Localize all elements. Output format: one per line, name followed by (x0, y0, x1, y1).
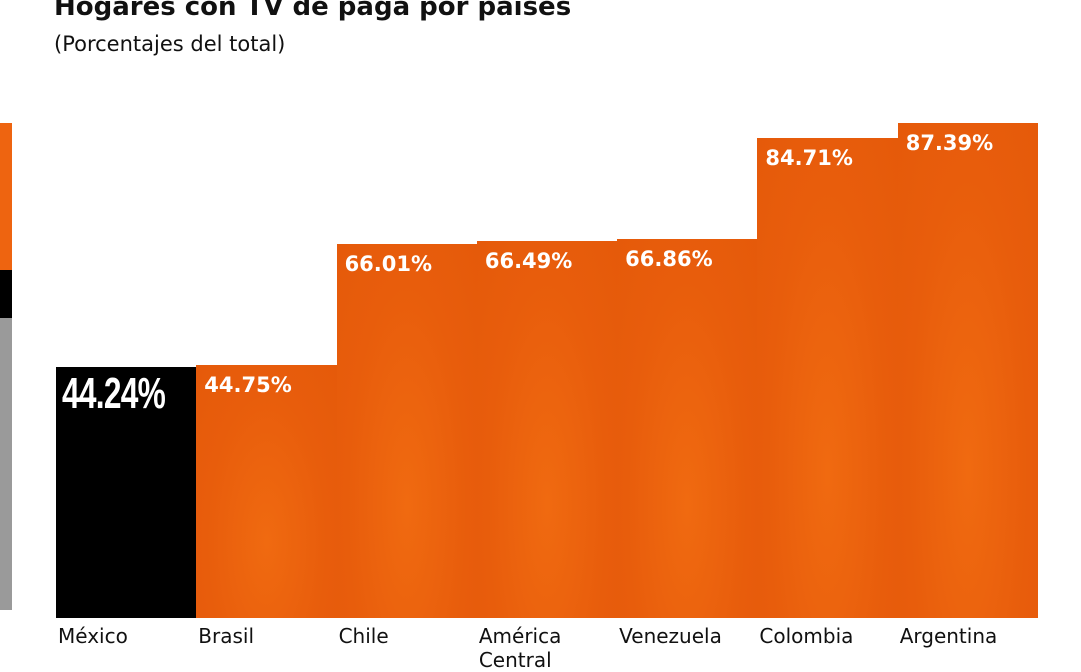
side-strip (0, 318, 12, 610)
x-tick-label: Venezuela (619, 624, 722, 648)
x-tick-label: Argentina (899, 624, 998, 648)
side-strip (0, 270, 12, 318)
chart-title: Hogares con TV de paga por países (54, 0, 572, 22)
bar (897, 123, 1038, 618)
value-label: 87.39% (905, 131, 994, 156)
value-label: 84.71% (765, 146, 853, 171)
x-tick-label: Colombia (759, 624, 854, 648)
chart-subtitle: (Porcentajes del total) (54, 32, 286, 56)
value-label: 66.49% (484, 249, 573, 274)
x-tick-label: Brasil (198, 624, 255, 648)
bar (56, 367, 197, 618)
bar (196, 364, 337, 618)
value-label: 66.01% (344, 252, 433, 277)
bar (476, 241, 618, 618)
value-label: 44.75% (204, 372, 292, 397)
bar (336, 244, 477, 618)
value-label: 44.24% (62, 369, 166, 419)
x-tick-label: América Central (478, 624, 562, 672)
value-label: 66.86% (625, 247, 713, 272)
bar (757, 138, 898, 618)
x-tick-label: Chile (338, 624, 389, 648)
bar (617, 239, 758, 618)
x-tick-label: México (58, 624, 128, 648)
side-strip (0, 123, 12, 270)
